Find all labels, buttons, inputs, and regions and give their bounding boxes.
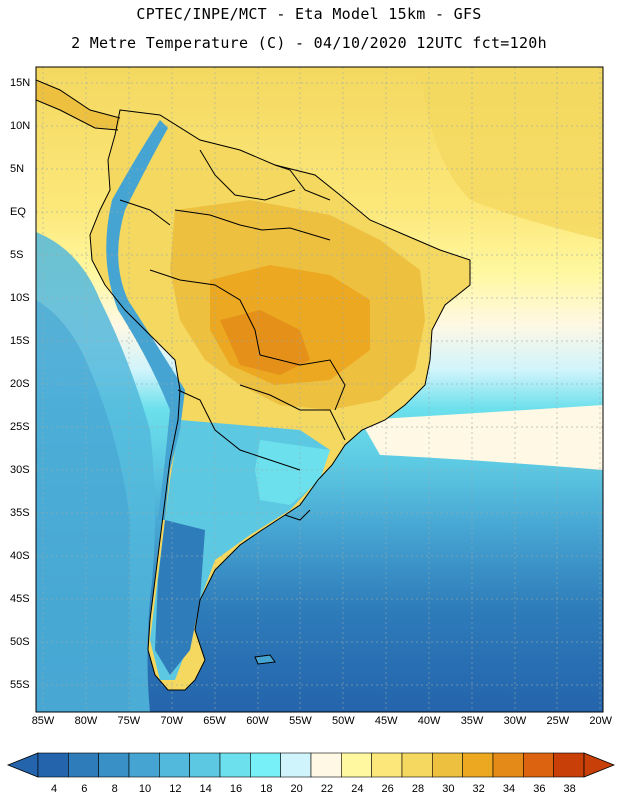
legend-label: 38	[563, 783, 576, 795]
lon-label: 40W	[417, 715, 441, 727]
legend-label: 14	[199, 783, 212, 795]
lat-label: 55S	[10, 679, 30, 691]
legend-label: 36	[533, 783, 546, 795]
lat-label: 45S	[10, 593, 30, 605]
legend-label: 12	[169, 783, 182, 795]
legend-label: 26	[381, 783, 394, 795]
legend-swatch	[189, 752, 221, 778]
map-field	[36, 67, 603, 712]
lon-label: 60W	[246, 715, 269, 727]
lat-label: 50S	[10, 636, 30, 648]
legend-swatch	[341, 752, 372, 778]
lat-label: 10N	[10, 120, 31, 132]
legend-label: 16	[229, 783, 243, 795]
legend-swatch	[159, 752, 190, 778]
lat-label: 15S	[10, 335, 30, 347]
legend-label: 8	[111, 783, 118, 795]
legend-label: 22	[320, 783, 334, 795]
lat-label: 20S	[10, 378, 30, 390]
lat-label: 40S	[10, 550, 30, 562]
legend-label: 30	[442, 783, 455, 795]
legend-swatch	[219, 752, 251, 778]
legend-label: 4	[50, 783, 58, 795]
lat-label: 5S	[10, 249, 24, 261]
country-borders	[36, 79, 471, 691]
legend-swatch	[462, 752, 494, 778]
legend-swatch	[401, 752, 433, 778]
legend-swatch	[280, 752, 312, 778]
legend-swatch	[492, 752, 524, 778]
legend-swatch	[371, 752, 403, 778]
legend-swatch	[128, 752, 160, 778]
lon-label: 20W	[589, 715, 612, 727]
legend-swatch	[37, 752, 69, 778]
lon-label: 85W	[31, 715, 55, 727]
legend-label: 10	[138, 783, 152, 795]
lon-label: 70W	[160, 715, 183, 727]
legend-swatch	[250, 752, 281, 778]
lat-label: 10S	[10, 292, 30, 304]
legend-swatch	[432, 752, 463, 778]
legend-label: 32	[472, 783, 485, 795]
legend-swatch	[68, 752, 99, 778]
lon-label: 75W	[117, 715, 141, 727]
lon-label: 35W	[460, 715, 484, 727]
lat-label: 15N	[10, 77, 31, 89]
lon-label: 25W	[546, 715, 570, 727]
map-title-line-1: CPTEC/INPE/MCT - Eta Model 15km - GFS	[136, 5, 482, 23]
lat-label: EQ	[10, 206, 26, 218]
legend-swatch	[553, 752, 585, 778]
legend-swatch	[310, 752, 342, 778]
lon-label: 45W	[374, 715, 398, 727]
lon-label: 80W	[74, 715, 98, 727]
legend-label: 20	[290, 783, 303, 795]
lat-label: 25S	[10, 421, 30, 433]
lon-label: 55W	[289, 715, 312, 727]
lat-label: 30S	[10, 464, 30, 476]
legend-label: 28	[411, 783, 425, 795]
color-legend	[6, 752, 616, 778]
legend-label: 6	[81, 783, 88, 795]
legend-label: 18	[260, 783, 273, 795]
lon-label: 65W	[203, 715, 226, 727]
map-title-line-2: 2 Metre Temperature (C) - 04/10/2020 12U…	[71, 34, 547, 52]
lon-label: 50W	[331, 715, 355, 727]
legend-label: 34	[502, 783, 516, 795]
lat-label: 35S	[10, 507, 30, 519]
lon-label: 30W	[503, 715, 527, 727]
legend-label: 24	[351, 783, 364, 795]
legend-swatch	[98, 752, 130, 778]
lat-label: 5N	[10, 163, 25, 175]
legend-swatch	[523, 752, 554, 778]
